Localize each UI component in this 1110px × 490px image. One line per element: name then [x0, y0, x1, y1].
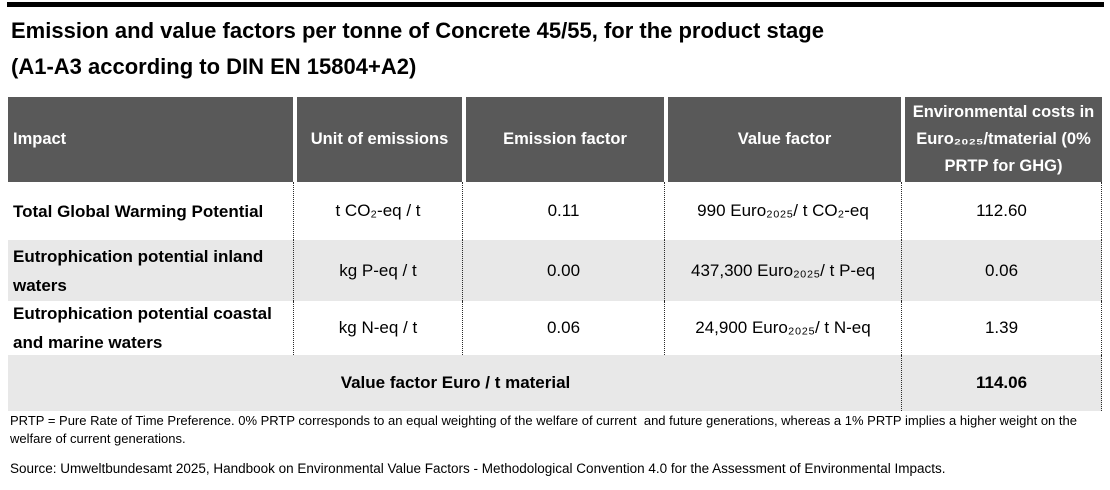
figure-title-line2: (A1-A3 according to DIN EN 15804+A2) [11, 54, 417, 79]
table-row-cell-env-cost: 112.60 [901, 182, 1102, 240]
column-header-env-cost: Environmental costs in Euro₂₀₂₅/tmateria… [901, 97, 1102, 182]
source-line: Source: Umweltbundesamt 2025, Handbook o… [10, 461, 946, 476]
table-row-cell-unit: kg N-eq / t [293, 301, 462, 355]
figure-title: Emission and value factors per tonne of … [11, 13, 1101, 85]
total-row-value: 114.06 [901, 355, 1102, 411]
table-row-cell-value-factor: 990 Euro₂₀₂₅/ t CO₂-eq [664, 182, 901, 240]
table-row-cell-impact: Eutrophication potential inland waters [8, 240, 293, 301]
prtp-footnote: PRTP = Pure Rate of Time Preference. 0% … [10, 413, 1081, 446]
table-row-cell-emission-factor: 0.00 [462, 240, 664, 301]
table-row-cell-impact: Eutrophication potential coastal and mar… [8, 301, 293, 355]
table-row-cell-emission-factor: 0.11 [462, 182, 664, 240]
column-header-unit: Unit of emissions [293, 97, 462, 182]
table-row-cell-env-cost: 1.39 [901, 301, 1102, 355]
top-rule [7, 2, 1104, 7]
column-header-impact: Impact [8, 97, 293, 182]
factors-table: Impact Unit of emissions Emission factor… [8, 97, 1102, 411]
table-row-cell-value-factor: 437,300 Euro₂₀₂₅/ t P-eq [664, 240, 901, 301]
column-header-value-factor: Value factor [664, 97, 901, 182]
column-header-emission-factor: Emission factor [462, 97, 664, 182]
table-row-cell-unit: kg P-eq / t [293, 240, 462, 301]
table-row-cell-impact: Total Global Warming Potential [8, 182, 293, 240]
table-row-cell-emission-factor: 0.06 [462, 301, 664, 355]
table-row-cell-unit: t CO₂-eq / t [293, 182, 462, 240]
table-row-cell-value-factor: 24,900 Euro₂₀₂₅/ t N-eq [664, 301, 901, 355]
figure-title-line1: Emission and value factors per tonne of … [11, 18, 824, 43]
total-row-label: Value factor Euro / t material [8, 355, 901, 411]
table-row-cell-env-cost: 0.06 [901, 240, 1102, 301]
